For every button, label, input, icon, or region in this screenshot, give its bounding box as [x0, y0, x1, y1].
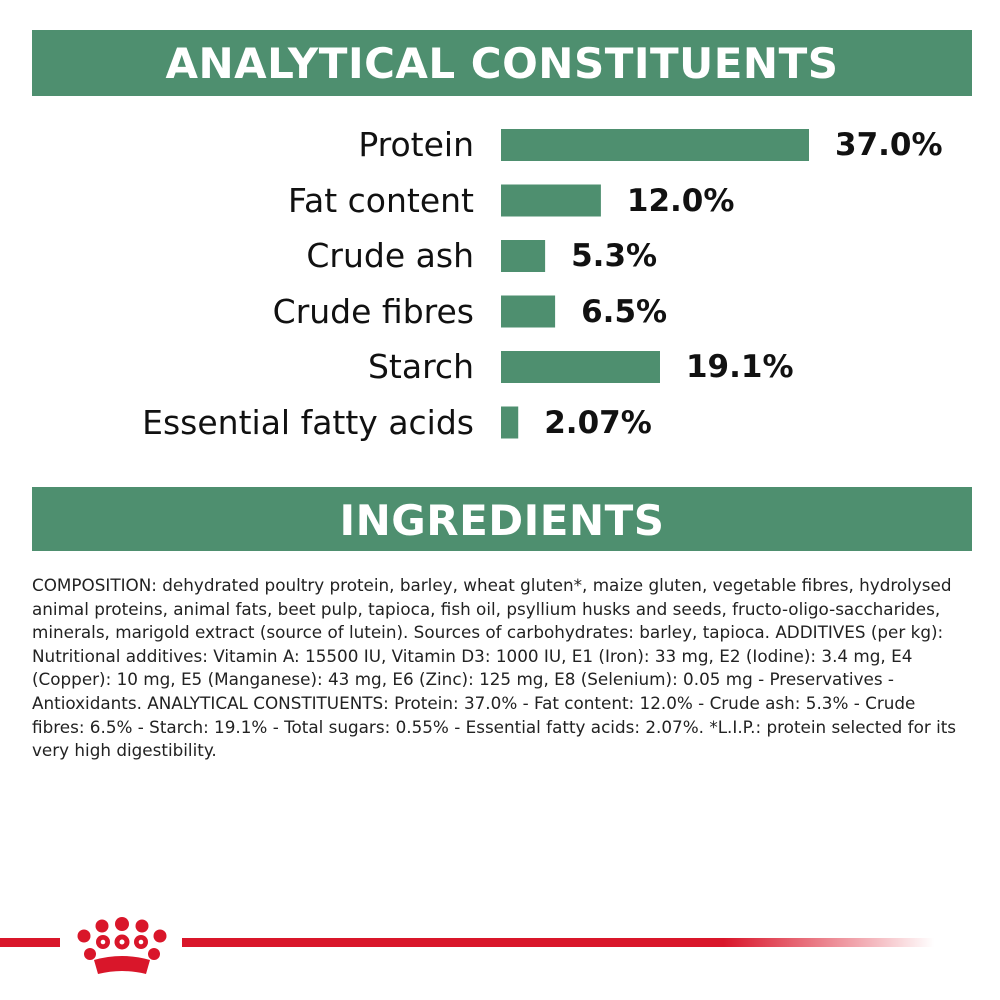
category-label-protein: Protein — [358, 125, 474, 164]
bar-crude-ash — [501, 240, 546, 272]
bar-crude-fibres — [501, 295, 556, 328]
footer-red-line-right — [182, 938, 934, 947]
bar-chart-svg — [501, 129, 809, 439]
value-label-crude-ash: 5.3% — [571, 238, 658, 274]
category-label-crude-fibres: Crude fibres — [272, 291, 474, 331]
category-label-starch: Starch — [367, 347, 474, 386]
value-label-starch: 19.1% — [685, 349, 794, 385]
composition-text: COMPOSITION: dehydrated poultry protein,… — [32, 575, 957, 761]
bar-essential-fatty-acids — [501, 406, 519, 439]
bar-protein — [501, 129, 809, 161]
bar-starch — [501, 351, 660, 383]
royal-canin-crown-icon — [77, 917, 167, 974]
category-label-fat-content: Fat content — [288, 180, 474, 220]
footer-red-line-left — [0, 938, 60, 947]
category-label-crude-ash: Crude ash — [306, 236, 474, 275]
bar-fat-content — [501, 184, 601, 217]
analytical-constituents-heading: ANALYTICAL CONSTITUENTS — [32, 30, 972, 96]
ingredients-heading: INGREDIENTS — [32, 487, 972, 551]
analytical-constituents-chart: Protein 37.0% Fat content 12.0% Crude ash 5.3… — [0, 110, 1000, 460]
value-label-fat-content: 12.0% — [626, 182, 735, 219]
value-label-essential-fatty-acids: 2.07% — [544, 404, 652, 441]
value-label-crude-fibres: 6.5% — [581, 293, 668, 330]
category-label-essential-fatty-acids: Essential fatty acids — [142, 402, 474, 442]
value-label-protein: 37.0% — [835, 127, 943, 163]
brand-footer — [0, 910, 1000, 980]
